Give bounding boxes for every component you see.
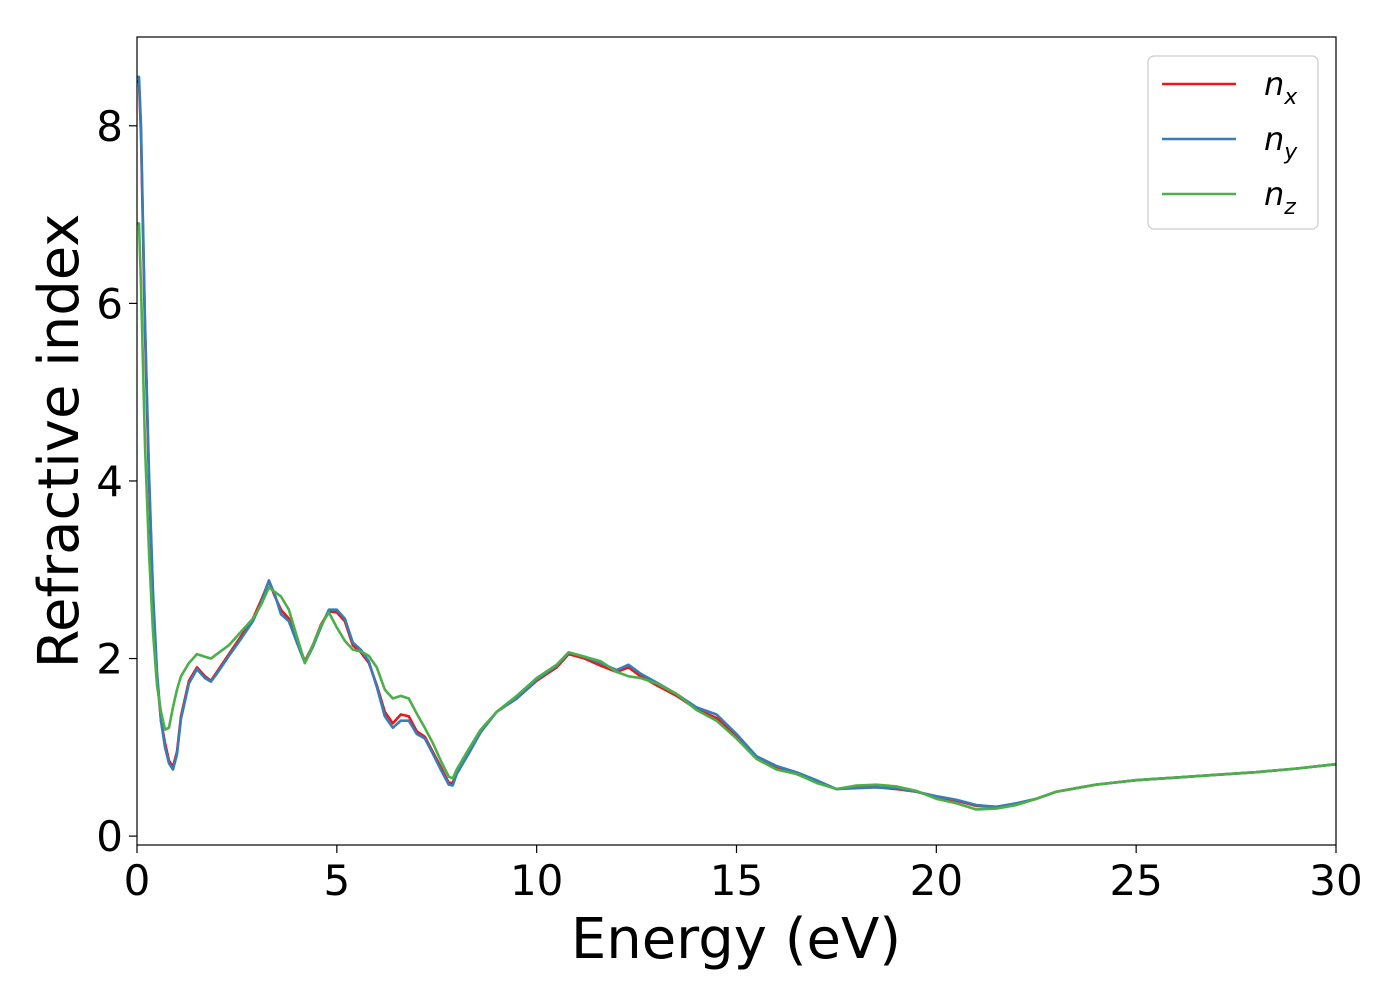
plot-area (137, 37, 1336, 845)
legend-label-base: n (1264, 175, 1284, 213)
legend-label-z: nz (1264, 175, 1296, 220)
x-tick-label: 30 (1309, 856, 1362, 905)
x-tick-label: 25 (1109, 856, 1162, 905)
legend-label-y: ny (1264, 120, 1298, 165)
x-axis-title: Energy (eV) (571, 907, 901, 972)
x-tick-label: 10 (510, 856, 563, 905)
x-tick-label: 15 (710, 856, 763, 905)
legend-box (1147, 55, 1319, 230)
y-tick-label: 8 (96, 102, 123, 151)
legend-label-subscript: x (1283, 85, 1298, 110)
y-axis-title: Refractive index (27, 214, 92, 669)
y-tick-label: 0 (96, 812, 123, 861)
legend-label-base: n (1264, 65, 1284, 103)
series-layer (137, 75, 1337, 811)
y-tick-label: 4 (96, 457, 123, 506)
legend-label-x: nx (1264, 65, 1298, 110)
y-tick-label: 6 (96, 279, 123, 328)
series-line-z (137, 222, 1337, 811)
y-axis-ticks: 0 2 4 6 8 (96, 102, 137, 861)
y-tick-label: 2 (96, 635, 123, 684)
legend-label-subscript: z (1283, 195, 1296, 220)
x-tick-label: 20 (910, 856, 963, 905)
x-tick-label: 0 (124, 856, 151, 905)
x-tick-label: 5 (323, 856, 350, 905)
legend-label-subscript: y (1283, 140, 1298, 165)
x-axis-ticks: 0 5 10 15 20 25 30 (124, 845, 1363, 905)
legend-label-base: n (1264, 120, 1284, 158)
